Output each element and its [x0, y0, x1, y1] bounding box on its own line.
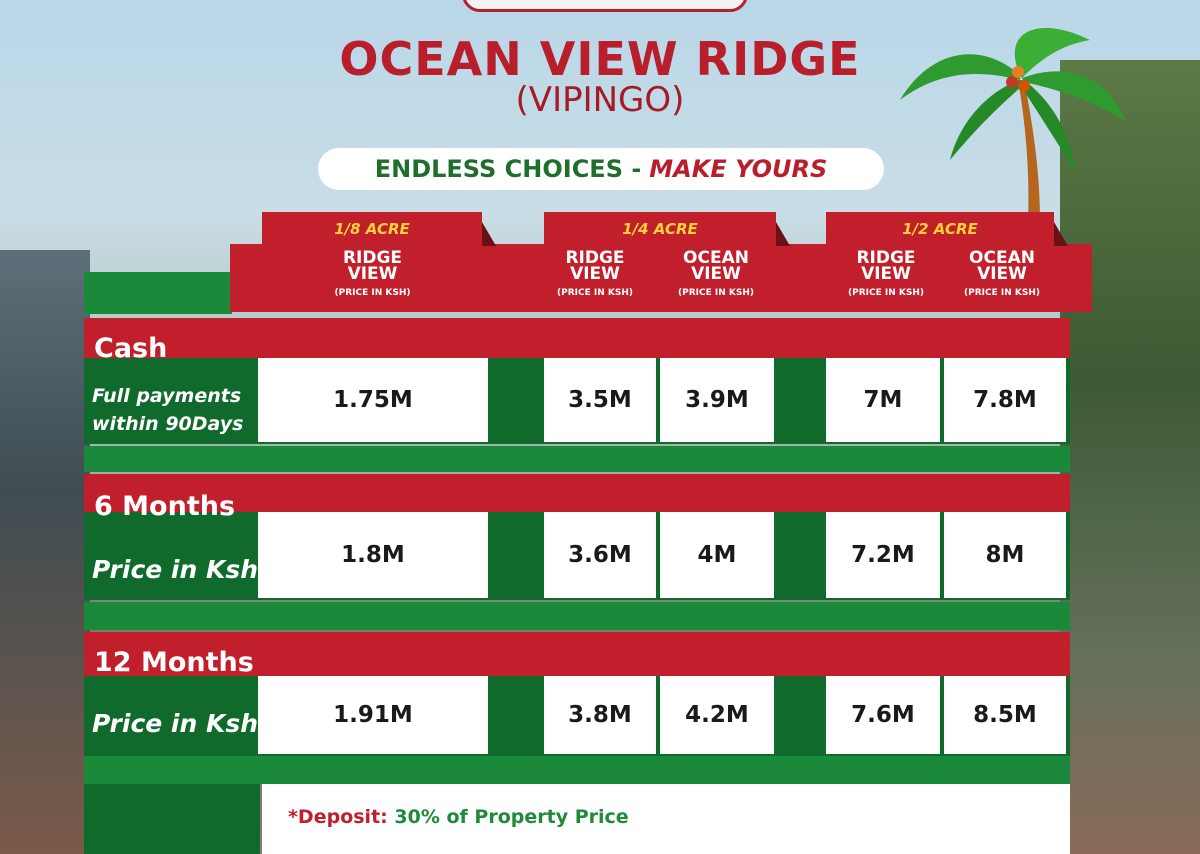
price-cell: 8.5M — [944, 676, 1066, 754]
background-right — [1060, 60, 1200, 854]
column-header-ridge-view: RIDGE VIEW (PRICE IN KSH) — [848, 248, 924, 299]
row-separator — [84, 602, 1070, 630]
page-subtitle: (VIPINGO) — [515, 80, 685, 120]
plan-note: Price in Ksh — [92, 554, 259, 584]
plan-label: 6 Months — [94, 490, 236, 522]
price-cell: 1.91M — [258, 676, 488, 754]
row-separator — [84, 756, 1070, 784]
price-cell: 3.9M — [660, 358, 774, 442]
palm-tree-icon — [900, 27, 1125, 220]
column-header-ocean-view: OCEAN VIEW (PRICE IN KSH) — [678, 248, 754, 299]
footer-left-band — [84, 784, 260, 854]
price-cell: 7.6M — [826, 676, 940, 754]
top-tab — [462, 0, 748, 12]
price-cell: 7.2M — [826, 512, 940, 598]
row-band — [84, 474, 1070, 512]
plan-label: 12 Months — [94, 646, 254, 678]
price-cell: 3.6M — [544, 512, 656, 598]
price-cell: 3.8M — [544, 676, 656, 754]
size-tab-1-4: 1/4 ACRE — [544, 212, 790, 246]
column-header-ridge-view: RIDGE VIEW (PRICE IN KSH) — [334, 248, 411, 299]
size-tab-1-2: 1/2 ACRE — [826, 212, 1068, 246]
plan-note: Price in Ksh — [92, 708, 259, 738]
footer-panel — [262, 784, 1070, 854]
row-band — [84, 318, 1070, 358]
price-cell: 8M — [944, 512, 1066, 598]
tagline-pill: ENDLESS CHOICES - MAKE YOURS — [318, 148, 884, 190]
price-cell: 4.2M — [660, 676, 774, 754]
background-left — [0, 250, 90, 854]
price-cell: 7M — [826, 358, 940, 442]
price-cell: 3.5M — [544, 358, 656, 442]
row-band — [84, 632, 1070, 676]
tagline-part1: ENDLESS CHOICES - — [374, 155, 642, 183]
deposit-label: *Deposit: — [288, 806, 388, 828]
price-cell: 4M — [660, 512, 774, 598]
tagline-part2: MAKE YOURS — [649, 155, 828, 183]
column-header-ridge-view: RIDGE VIEW (PRICE IN KSH) — [557, 248, 633, 299]
column-header-ocean-view: OCEAN VIEW (PRICE IN KSH) — [964, 248, 1040, 299]
header-band — [230, 244, 1092, 312]
price-cell: 7.8M — [944, 358, 1066, 442]
row-separator — [84, 446, 1070, 472]
page-title: OCEAN VIEW RIDGE — [339, 32, 861, 86]
plan-note: Full payments within 90Days — [92, 385, 244, 435]
header-left-band — [84, 272, 232, 314]
price-cell: 1.8M — [258, 512, 488, 598]
plan-label: Cash — [94, 332, 168, 364]
deposit-text: 30% of Property Price — [394, 806, 629, 828]
size-tab-1-8: 1/8 ACRE — [262, 212, 496, 246]
deposit-note: *Deposit: 30% of Property Price — [288, 806, 629, 828]
price-cell: 1.75M — [258, 358, 488, 442]
